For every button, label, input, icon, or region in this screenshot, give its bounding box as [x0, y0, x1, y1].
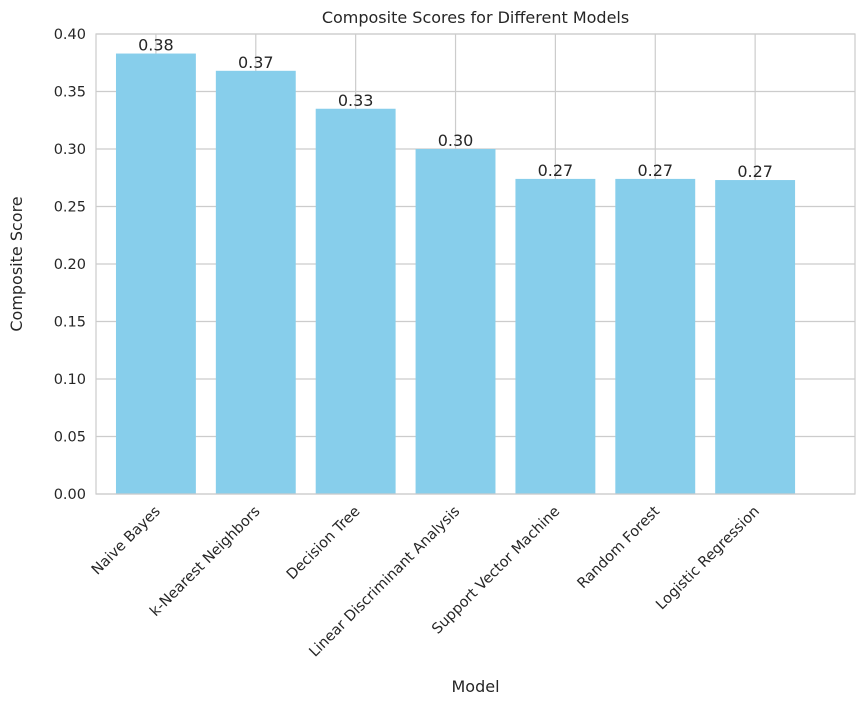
- data-label: 0.33: [338, 91, 374, 110]
- x-tick-label: Random Forest: [575, 503, 664, 592]
- chart-title: Composite Scores for Different Models: [322, 8, 629, 27]
- y-tick-label: 0.40: [54, 27, 86, 43]
- x-tick-label: Naive Bayes: [89, 504, 164, 579]
- y-axis-title: Composite Score: [7, 196, 26, 331]
- data-label: 0.27: [538, 161, 574, 180]
- data-label: 0.27: [737, 162, 773, 181]
- y-tick-label: 0.25: [54, 200, 86, 216]
- data-labels-layer: 0.38 0.37 0.33 0.30 0.27 0.27 0.27: [138, 36, 773, 182]
- y-tick-label: 0.30: [54, 142, 86, 158]
- bars-layer: [115, 53, 796, 495]
- bar: [115, 53, 196, 495]
- bar: [715, 180, 796, 495]
- y-tick-label: 0.05: [54, 430, 86, 446]
- x-tick-label: k-Nearest Neighbors: [147, 504, 263, 620]
- bar: [215, 70, 296, 495]
- y-tick-label: 0.00: [54, 487, 86, 503]
- x-tick-label: Decision Tree: [284, 503, 364, 583]
- plot-frame: [95, 33, 856, 495]
- x-axis-title: Model: [451, 677, 499, 696]
- data-label: 0.30: [438, 131, 474, 150]
- data-label: 0.37: [238, 53, 274, 72]
- y-tick-label: 0.15: [54, 315, 86, 331]
- bar: [615, 178, 696, 494]
- bar: [315, 108, 396, 494]
- y-tick-label: 0.10: [54, 372, 86, 388]
- y-tick-labels: 0.00 0.05 0.10 0.15 0.20 0.25 0.30 0.35 0.40: [54, 27, 86, 503]
- data-label: 0.27: [637, 161, 673, 180]
- data-label: 0.38: [138, 36, 174, 55]
- y-tick-label: 0.20: [54, 257, 86, 273]
- x-tick-label: Logistic Regression: [653, 504, 763, 614]
- bar: [515, 178, 596, 494]
- y-tick-label: 0.35: [54, 85, 86, 101]
- bar: [415, 149, 496, 494]
